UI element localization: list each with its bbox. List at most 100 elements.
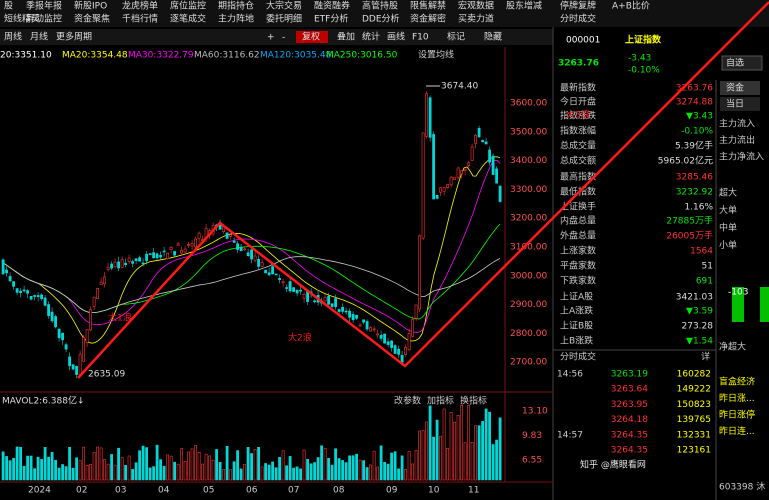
menu-item[interactable]: 大宗交易	[266, 0, 302, 12]
candle	[369, 327, 373, 332]
candle	[428, 97, 432, 138]
watchlist-button[interactable]: 自选	[726, 57, 744, 69]
tab-bg	[720, 97, 760, 111]
candle	[134, 258, 138, 261]
tab[interactable]: 资金	[726, 82, 744, 94]
menu-item[interactable]: 买卖力道	[458, 13, 494, 25]
candle	[274, 273, 278, 276]
toolbar-button[interactable]: F10	[412, 33, 429, 43]
toolbar-button[interactable]: -	[282, 33, 285, 43]
stat-value: 3232.92	[676, 188, 713, 198]
menu-item[interactable]: 主力阵地	[218, 13, 254, 25]
volume-bar	[421, 430, 425, 481]
candle	[365, 321, 369, 330]
volume-bar	[278, 456, 282, 481]
stat-value: 1.16%	[684, 203, 713, 213]
toolbar-button[interactable]: 标记	[447, 31, 465, 43]
toolbar-button[interactable]: 月线	[30, 31, 48, 43]
menu-item[interactable]: 宏观数据	[458, 0, 494, 12]
detail-button[interactable]: 详	[701, 351, 710, 363]
ma-legend: MA60:3116.62	[194, 51, 260, 61]
volume-bar	[201, 463, 205, 481]
toolbar-button[interactable]: 画线	[387, 31, 405, 43]
menu-item[interactable]: 股东增减	[506, 0, 542, 12]
candle	[253, 255, 257, 261]
toolbar-button[interactable]: 隐藏	[484, 31, 502, 43]
stat-label: 今日开盘	[560, 96, 596, 108]
menu-item[interactable]: A+B比价	[612, 0, 650, 12]
toolbar-button[interactable]: 统计	[362, 31, 380, 43]
menu-item[interactable]: ETF分析	[314, 13, 348, 25]
menu-item[interactable]: 逐笔成交	[170, 13, 206, 25]
menu-item[interactable]: 股	[4, 1, 13, 12]
candle	[75, 366, 79, 375]
trade-price: 3264.35	[611, 446, 648, 456]
wave-line	[77, 1, 769, 379]
menu-item[interactable]: 千档行情	[122, 13, 158, 25]
volume-bar	[232, 461, 236, 481]
candle	[61, 332, 65, 341]
menu-item[interactable]: 委托明细	[266, 13, 302, 25]
stat-label: 指数涨跌	[560, 110, 596, 122]
menu-item[interactable]: 龙虎榜单	[122, 0, 158, 12]
tab[interactable]: 当日	[726, 98, 744, 110]
candle	[285, 287, 289, 289]
menu-item[interactable]: 停牌复牌	[560, 0, 596, 12]
volume-bar	[99, 447, 103, 481]
volume-bar	[33, 468, 37, 481]
volume-bar	[1, 451, 5, 481]
related-item[interactable]: 昨日连...	[719, 425, 755, 437]
menu-item[interactable]: 资金解密	[410, 13, 446, 25]
menu-item[interactable]: 季报年报	[26, 0, 62, 12]
related-item[interactable]: 盲盒经济	[719, 376, 755, 388]
menu-item[interactable]: 席位监控	[170, 0, 206, 12]
volume-tool[interactable]: 加指标	[427, 395, 454, 407]
toolbar-button[interactable]: 复权	[302, 31, 320, 43]
volume-bar	[428, 405, 432, 481]
volume-bar	[162, 465, 166, 481]
tab-bg	[720, 81, 760, 95]
candle	[418, 235, 422, 310]
stat-value: 3421.03	[676, 293, 713, 303]
candle	[271, 266, 275, 275]
month-label: 09	[386, 486, 398, 496]
menu-item[interactable]: 期指持仓	[218, 0, 254, 12]
candle	[267, 272, 271, 276]
volume-bar	[229, 469, 233, 481]
volume-bar	[435, 419, 439, 481]
candle	[383, 333, 387, 344]
volume-tool[interactable]: 换指标	[460, 395, 487, 407]
menu-item[interactable]: 短线精灵	[4, 13, 40, 25]
menu-item[interactable]: 异动监控	[26, 13, 62, 25]
toolbar-button[interactable]: 叠加	[337, 32, 355, 43]
menu-item[interactable]: 分时成交	[560, 13, 596, 25]
volume-bar	[222, 469, 226, 481]
stock-item: 603398 沐	[719, 481, 765, 493]
candle	[33, 295, 37, 297]
toolbar-button[interactable]: 更多周期	[56, 31, 92, 43]
month-label: 03	[115, 486, 126, 496]
volume-bar	[355, 453, 359, 481]
menu-item[interactable]: 新股IPO	[74, 0, 107, 12]
candle	[474, 135, 478, 144]
volume-bar	[36, 456, 40, 481]
menu-item[interactable]: 限售解禁	[410, 0, 446, 12]
related-item[interactable]: 昨日涨停	[719, 409, 755, 421]
related-item[interactable]: 昨日涨...	[719, 392, 755, 404]
menu-item[interactable]: 高管持股	[362, 0, 398, 12]
volume-bar	[96, 446, 100, 481]
volume-bar	[348, 455, 352, 481]
volume-bar	[176, 463, 180, 481]
toolbar-button[interactable]: 周线	[4, 31, 22, 43]
toolbar-button[interactable]: +	[267, 33, 275, 43]
volume-tool[interactable]: 改参数	[394, 395, 421, 407]
volume-bar	[404, 469, 408, 481]
menu-item[interactable]: 资金聚焦	[74, 13, 110, 25]
candle	[148, 253, 152, 255]
candle	[246, 252, 250, 256]
month-label: 2024	[28, 486, 51, 496]
candle	[372, 328, 376, 331]
stat-value: 26005万手	[666, 230, 713, 242]
menu-item[interactable]: DDE分析	[362, 13, 400, 25]
menu-item[interactable]: 融资融券	[314, 0, 350, 12]
